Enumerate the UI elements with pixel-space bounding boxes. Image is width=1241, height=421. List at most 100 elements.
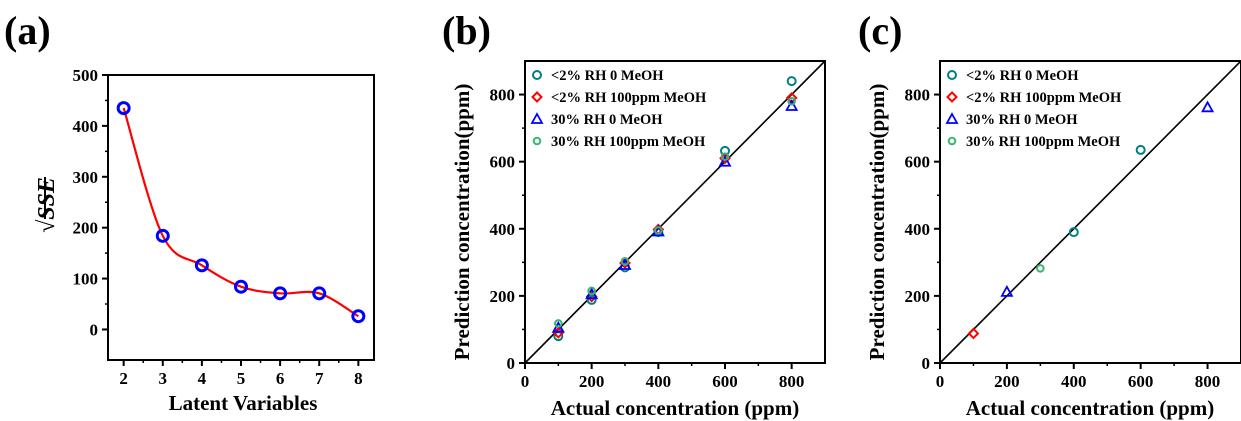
y-tick-label: 200 xyxy=(490,287,516,306)
panel-c-ylabel: Prediction concentration(ppm) xyxy=(865,84,889,361)
panel-c-data-point xyxy=(1068,227,1079,238)
x-tick-label: 800 xyxy=(1195,372,1221,391)
y-tick-label: 0 xyxy=(507,354,516,373)
legend-entry: 30% RH 0 MeOH xyxy=(966,112,1078,128)
panel-c-ticks: 0 200 400 600 800 0 200 400 600 800 xyxy=(905,86,1221,391)
panel-a-data-point xyxy=(116,101,131,116)
panel-a-data-point xyxy=(234,279,248,294)
panel-c-data-point xyxy=(1000,285,1014,297)
x-tick-label: 600 xyxy=(1128,372,1154,391)
panel-a-data-point xyxy=(155,228,170,243)
legend-marker xyxy=(947,70,957,80)
y-tick-label: 400 xyxy=(73,117,99,136)
y-tick-label: 0 xyxy=(922,354,931,373)
legend-entry: <2% RH 0 MeOH xyxy=(966,68,1079,84)
panel-a-data-point xyxy=(312,286,327,301)
y-tick-label: 600 xyxy=(905,153,931,172)
legend-marker xyxy=(530,112,544,124)
y-tick-label: 0 xyxy=(90,320,99,339)
panel-a-ticks: 2 3 4 5 6 7 8 0 100 200 300 400 500 xyxy=(73,66,363,388)
y-tick-label: 200 xyxy=(905,287,931,306)
panel-b-chart: (b) 0 200 400 600 800 0 200 400 600 800 <2% RH 0 … xyxy=(442,8,826,420)
panel-b-data-point xyxy=(718,154,732,167)
panel-b-label: (b) xyxy=(442,8,491,53)
legend-entry: 30% RH 100ppm MeOH xyxy=(966,134,1121,150)
panel-b-data-point xyxy=(787,96,796,106)
panel-a-ylabel: √SSE xyxy=(34,177,60,233)
x-tick-label: 800 xyxy=(779,372,805,391)
panel-a-data-point xyxy=(194,258,209,273)
panel-c-data-point xyxy=(1036,264,1045,273)
panel-c-data-point xyxy=(1135,144,1146,155)
x-tick-label: 400 xyxy=(646,372,672,391)
panel-b-data-point xyxy=(554,319,563,328)
legend-entry: 30% RH 0 MeOH xyxy=(551,112,663,128)
panel-c-data-point xyxy=(967,327,980,340)
panel-c-points xyxy=(967,100,1215,340)
panel-c-plot-frame xyxy=(939,60,1241,364)
panel-a-xlabel: Latent Variables xyxy=(169,391,318,415)
x-tick-label: 2 xyxy=(119,369,128,388)
legend-marker xyxy=(946,91,958,103)
x-tick-label: 200 xyxy=(579,372,605,391)
panel-b-points xyxy=(551,76,799,342)
panel-b-data-point xyxy=(654,226,663,235)
x-tick-label: 0 xyxy=(521,372,530,391)
panel-b-ticks: 0 200 400 600 800 0 200 400 600 800 xyxy=(490,86,805,391)
panel-c-xlabel: Actual concentration (ppm) xyxy=(966,396,1214,420)
x-tick-label: 8 xyxy=(354,369,363,388)
y-tick-label: 100 xyxy=(73,270,99,289)
panel-b-reference-line xyxy=(524,60,826,364)
panel-b-data-point xyxy=(586,294,597,305)
panel-a-label: (a) xyxy=(4,8,51,53)
x-tick-label: 400 xyxy=(1061,372,1087,391)
panel-b-data-point xyxy=(720,152,730,161)
y-tick-label: 400 xyxy=(905,220,931,239)
x-tick-label: 6 xyxy=(276,369,285,388)
legend-marker xyxy=(945,112,959,124)
panel-b-plot-frame xyxy=(524,60,826,364)
y-tick-label: 600 xyxy=(490,153,516,172)
legend-entry: <2% RH 100ppm MeOH xyxy=(551,90,707,106)
panel-a-chart: (a) 2 3 4 5 6 7 8 0 100 200 300 400 500 Latent Varia… xyxy=(4,8,375,415)
panel-a-points xyxy=(116,101,366,324)
legend-marker xyxy=(532,136,542,146)
legend-marker xyxy=(947,136,957,146)
x-tick-label: 5 xyxy=(237,369,246,388)
panel-c-reference-line xyxy=(939,60,1241,364)
panel-b-data-point xyxy=(785,99,799,111)
panel-b-data-point xyxy=(587,286,596,296)
panel-a-fit-curve xyxy=(122,107,359,318)
legend-entry: <2% RH 100ppm MeOH xyxy=(966,90,1122,106)
x-tick-label: 200 xyxy=(994,372,1020,391)
x-tick-label: 0 xyxy=(936,372,945,391)
panel-a-plot-frame xyxy=(107,74,375,361)
panel-c-data-point xyxy=(1201,100,1215,113)
panel-b-data-point xyxy=(620,257,630,266)
y-tick-label: 800 xyxy=(490,86,516,105)
y-tick-label: 200 xyxy=(73,219,99,238)
panel-a-data-point xyxy=(273,286,288,301)
legend-marker xyxy=(532,70,542,80)
panel-c-chart: (c) 0 200 400 600 800 0 200 400 600 800 <2% RH 0 … xyxy=(858,8,1241,420)
panel-b-data-point xyxy=(786,76,797,87)
panel-c-legend: <2% RH 0 MeOH <2% RH 100ppm MeOH 30% RH 0 … xyxy=(945,68,1122,150)
x-tick-label: 600 xyxy=(712,372,738,391)
panel-c-label: (c) xyxy=(858,8,902,53)
y-tick-label: 400 xyxy=(490,220,516,239)
x-tick-label: 7 xyxy=(315,369,324,388)
x-tick-label: 3 xyxy=(159,369,168,388)
x-tick-label: 4 xyxy=(198,369,207,388)
y-tick-label: 500 xyxy=(73,66,99,85)
y-tick-label: 800 xyxy=(905,86,931,105)
panel-b-xlabel: Actual concentration (ppm) xyxy=(551,396,799,420)
panel-b-data-point xyxy=(551,320,565,333)
legend-marker xyxy=(531,91,543,103)
panel-b-legend: <2% RH 0 MeOH <2% RH 100ppm MeOH 30% RH 0 … xyxy=(530,68,707,150)
legend-entry: <2% RH 0 MeOH xyxy=(551,68,664,84)
panel-a-data-point xyxy=(351,309,366,324)
y-tick-label: 300 xyxy=(73,168,99,187)
legend-entry: 30% RH 100ppm MeOH xyxy=(551,134,706,150)
panel-b-ylabel: Prediction concentration(ppm) xyxy=(450,84,474,361)
